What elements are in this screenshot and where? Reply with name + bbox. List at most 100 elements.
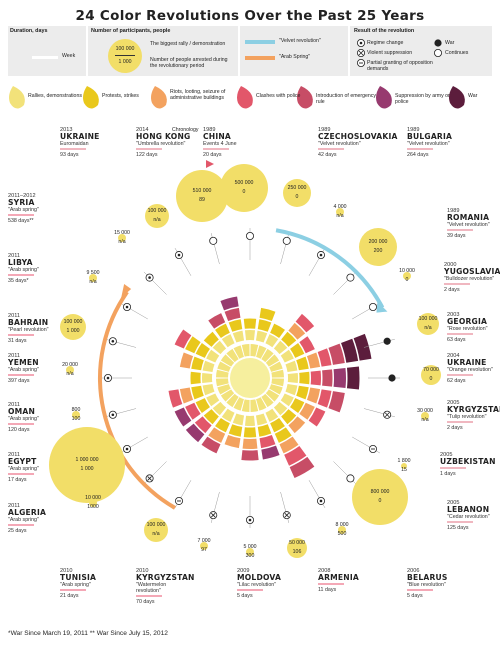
country-days: 264 days: [407, 152, 429, 158]
phase-segment: [168, 389, 183, 408]
duration-bar: [440, 467, 466, 469]
country-year: 2006: [407, 568, 420, 574]
duration-bar: [136, 595, 162, 597]
phase-segment: [174, 329, 192, 349]
country-entry: 2005 UZBEKISTAN 1 days: [440, 452, 496, 477]
country-entry: 2010 KYRGYZSTAN "Watermelon revolution" 70 …: [136, 568, 195, 605]
country-days: 63 days: [447, 337, 466, 343]
velvet-arc: [275, 228, 385, 309]
bubble-top: 20 000: [62, 362, 78, 368]
country-entry: 2008 ARMENIA 11 days: [318, 568, 374, 593]
duration-bar: [60, 148, 86, 150]
phase-segment: [217, 384, 231, 395]
phase-segment: [174, 407, 192, 427]
phase-segment: [212, 401, 227, 416]
phase-segment: [261, 445, 280, 460]
phase-segment: [257, 424, 272, 437]
phase-segment: [195, 398, 210, 413]
phase-segment: [241, 344, 250, 357]
center-circle: [230, 358, 270, 398]
result-marker-icon: [383, 337, 391, 345]
country-entry: 2011 LIBYA "Arab spring" 35 days*: [8, 253, 64, 284]
bubble-top: 30 000: [417, 408, 433, 414]
country-entry: 2010 TUNISIA "Arab spring" 21 days: [60, 568, 116, 599]
legend-result-label: Result of the revolution: [354, 28, 415, 34]
regime-change-icon: [357, 38, 365, 47]
duration-bar: [447, 333, 473, 335]
country-desc: "Bulldozer revolution": [444, 276, 495, 282]
phase-segment: [269, 384, 283, 395]
country-year: 2004: [447, 353, 460, 359]
country-year: 2010: [60, 568, 73, 574]
participants-bubble: [60, 314, 86, 340]
country-name: KYRGYZSTAN: [136, 573, 195, 582]
legend-week-bar: [32, 56, 58, 59]
bubble-top: 500 000: [234, 180, 254, 186]
duration-bar: [447, 521, 473, 523]
phase-segment: [202, 360, 215, 373]
page-title: 24 Color Revolutions Over the Past 25 Ye…: [75, 8, 425, 24]
bubble-bottom: n/a: [89, 279, 97, 285]
phase-segment: [215, 323, 230, 338]
legend-biggest-rally: The biggest rally / demonstration: [150, 41, 226, 47]
phase-segment: [289, 456, 315, 479]
country-year: 2011: [8, 253, 21, 259]
bubble-bottom: 1000: [87, 504, 99, 510]
phase-segment: [220, 296, 239, 311]
country-entry: 2005 KYRGYZSTAN "Tulip revolution" 2 days: [447, 400, 500, 431]
country-desc: "Arab spring": [8, 466, 39, 472]
phase-segment: [203, 409, 219, 425]
phase-segment: [244, 330, 256, 341]
result-marker-icon: [209, 236, 218, 245]
bubble-top: 1 000 000: [75, 457, 99, 463]
phase-segment: [290, 398, 305, 413]
bubble-bottom: 106: [292, 549, 302, 555]
phase-segment: [259, 434, 276, 449]
phase-segment: [271, 378, 284, 387]
bubble-bottom: 89: [199, 197, 205, 203]
result-marker-icon: [174, 496, 183, 505]
legend-bubble-top: 100 000: [115, 46, 135, 52]
phase-segment: [179, 387, 194, 404]
participants-bubble: [336, 208, 344, 216]
country-desc: "Orange revolution": [447, 367, 493, 373]
country-name: BELARUS: [407, 573, 448, 582]
country-year: 2011: [8, 503, 21, 509]
country-entry: 2011 YEMEN "Arab spring" 397 days: [8, 353, 64, 384]
country-desc: "Arab spring": [8, 416, 39, 422]
country-year: 2009: [237, 568, 250, 574]
country-days: 2 days: [444, 287, 460, 293]
country-desc: "Arab spring": [8, 517, 39, 523]
phase-segment: [216, 369, 229, 378]
duration-bar: [8, 374, 34, 376]
bubble-top: 10 000: [85, 495, 101, 501]
legend-bubble-bottom: 1 000: [118, 59, 132, 65]
legend-velvet-label: "Velvet revolution": [279, 38, 321, 44]
category-drop-icon: [297, 86, 313, 109]
phase-segment: [280, 393, 294, 407]
phase-segment: [228, 424, 243, 437]
country-year: 2011: [8, 402, 21, 408]
participants-bubble: [352, 469, 408, 525]
country-days: 125 days: [447, 525, 469, 531]
country-name: YUGOSLAVIA: [444, 267, 500, 276]
phase-segment: [241, 450, 259, 461]
phase-segment: [250, 344, 259, 357]
country-days: 62 days: [447, 378, 466, 384]
bubble-top: 510 000: [192, 188, 212, 194]
duration-bar: [60, 589, 86, 591]
phase-segment: [281, 409, 297, 425]
phase-segment: [228, 319, 243, 332]
phase-segment: [256, 397, 267, 411]
country-name: UZBEKISTAN: [440, 457, 496, 466]
bubble-bottom: n/a: [153, 217, 161, 223]
result-marker-icon: [388, 374, 396, 382]
result-marker-icon: [108, 410, 117, 419]
phase-segment: [224, 434, 241, 449]
bubble-top: 800: [71, 407, 81, 413]
legend-continues: Continues: [445, 50, 469, 56]
country-desc: "Tulip revolution": [447, 414, 487, 420]
category-drop-icon: [83, 86, 99, 109]
country-entry: 2011 OMAN "Arab spring" 120 days: [8, 402, 64, 433]
participants-bubble: [401, 463, 407, 469]
